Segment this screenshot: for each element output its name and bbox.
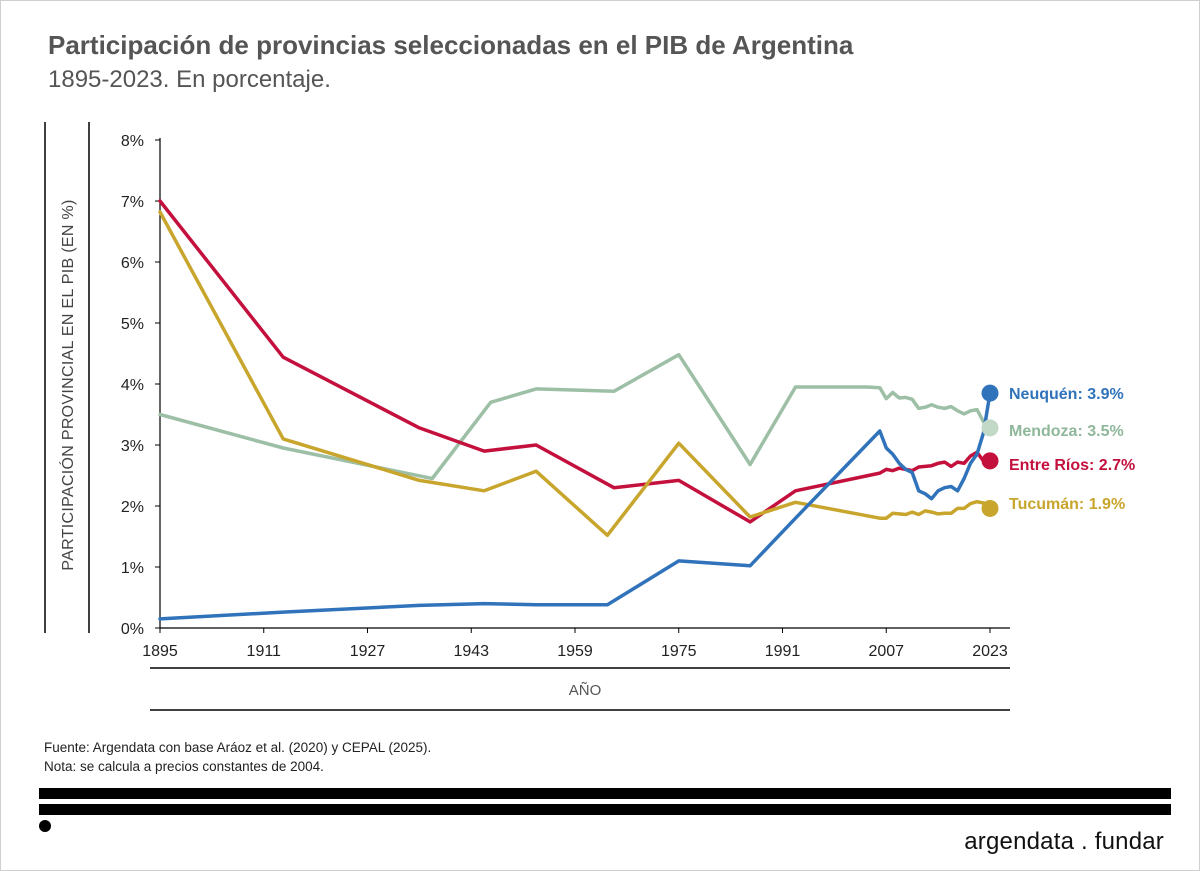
source-note: Fuente: Argendata con base Aráoz et al. … <box>44 740 432 755</box>
y-tick-label: 1% <box>121 560 144 577</box>
footer-bar-bottom <box>39 804 1171 815</box>
y-tick-label: 7% <box>121 194 144 211</box>
chart-subtitle: 1895-2023. En porcentaje. <box>48 66 331 93</box>
series-marker-neuqun <box>981 384 999 402</box>
y-tick-label: 2% <box>121 499 144 516</box>
y-tick-label: 4% <box>121 377 144 394</box>
series-line-tucumn <box>158 210 992 538</box>
footer-dot <box>39 820 51 832</box>
x-tick-label: 1943 <box>453 643 489 660</box>
x-tick-label: 1975 <box>661 643 697 660</box>
series-end-labels: Mendoza: 3.5% Entre Ríos: 2.7% Tucumán: 1.… <box>981 384 1135 517</box>
method-note: Nota: se calcula a precios constantes de… <box>44 759 324 774</box>
x-axis-label: AÑO <box>569 682 602 699</box>
series-label-entreros: Entre Ríos: 2.7% <box>1009 457 1135 474</box>
x-tick-label: 2007 <box>868 643 904 660</box>
line-chart: PARTICIPACIÓN PROVINCIAL EN EL PIB (EN %… <box>44 122 1135 711</box>
y-tick-label: 5% <box>121 316 144 333</box>
series-line-entreros <box>158 199 992 524</box>
y-tick-label: 8% <box>121 133 144 150</box>
series-marker-tucumn <box>981 499 999 517</box>
brand-logo: argendata . fundar <box>964 828 1164 855</box>
x-tick-label: 2023 <box>972 643 1008 660</box>
chart-notes: Fuente: Argendata con base Aráoz et al. … <box>44 738 431 776</box>
y-axis-label: PARTICIPACIÓN PROVINCIAL EN EL PIB (EN %… <box>58 199 77 570</box>
series-label-tucumn: Tucumán: 1.9% <box>1009 496 1125 513</box>
series-line-neuqun <box>158 391 992 621</box>
series-marker-mendoza <box>981 419 999 437</box>
x-tick-label: 1991 <box>765 643 801 660</box>
y-tick-label: 3% <box>121 438 144 455</box>
y-tick-label: 6% <box>121 255 144 272</box>
x-tick-label: 1927 <box>350 643 386 660</box>
chart-axes: PARTICIPACIÓN PROVINCIAL EN EL PIB (EN %… <box>44 122 1010 711</box>
x-tick-label: 1959 <box>557 643 593 660</box>
x-tick-label: 1911 <box>247 643 282 660</box>
y-tick-label: 0% <box>121 621 144 638</box>
series-line-mendoza <box>158 352 992 481</box>
x-tick-label: 1895 <box>142 643 178 660</box>
chart-series <box>158 199 992 621</box>
series-marker-entreros <box>981 452 999 470</box>
chart-title: Participación de provincias seleccionada… <box>48 30 854 60</box>
series-label-mendoza: Mendoza: 3.5% <box>1009 423 1124 440</box>
series-label-neuqun: Neuquén: 3.9% <box>1009 386 1124 403</box>
footer-bar-top <box>39 788 1171 799</box>
